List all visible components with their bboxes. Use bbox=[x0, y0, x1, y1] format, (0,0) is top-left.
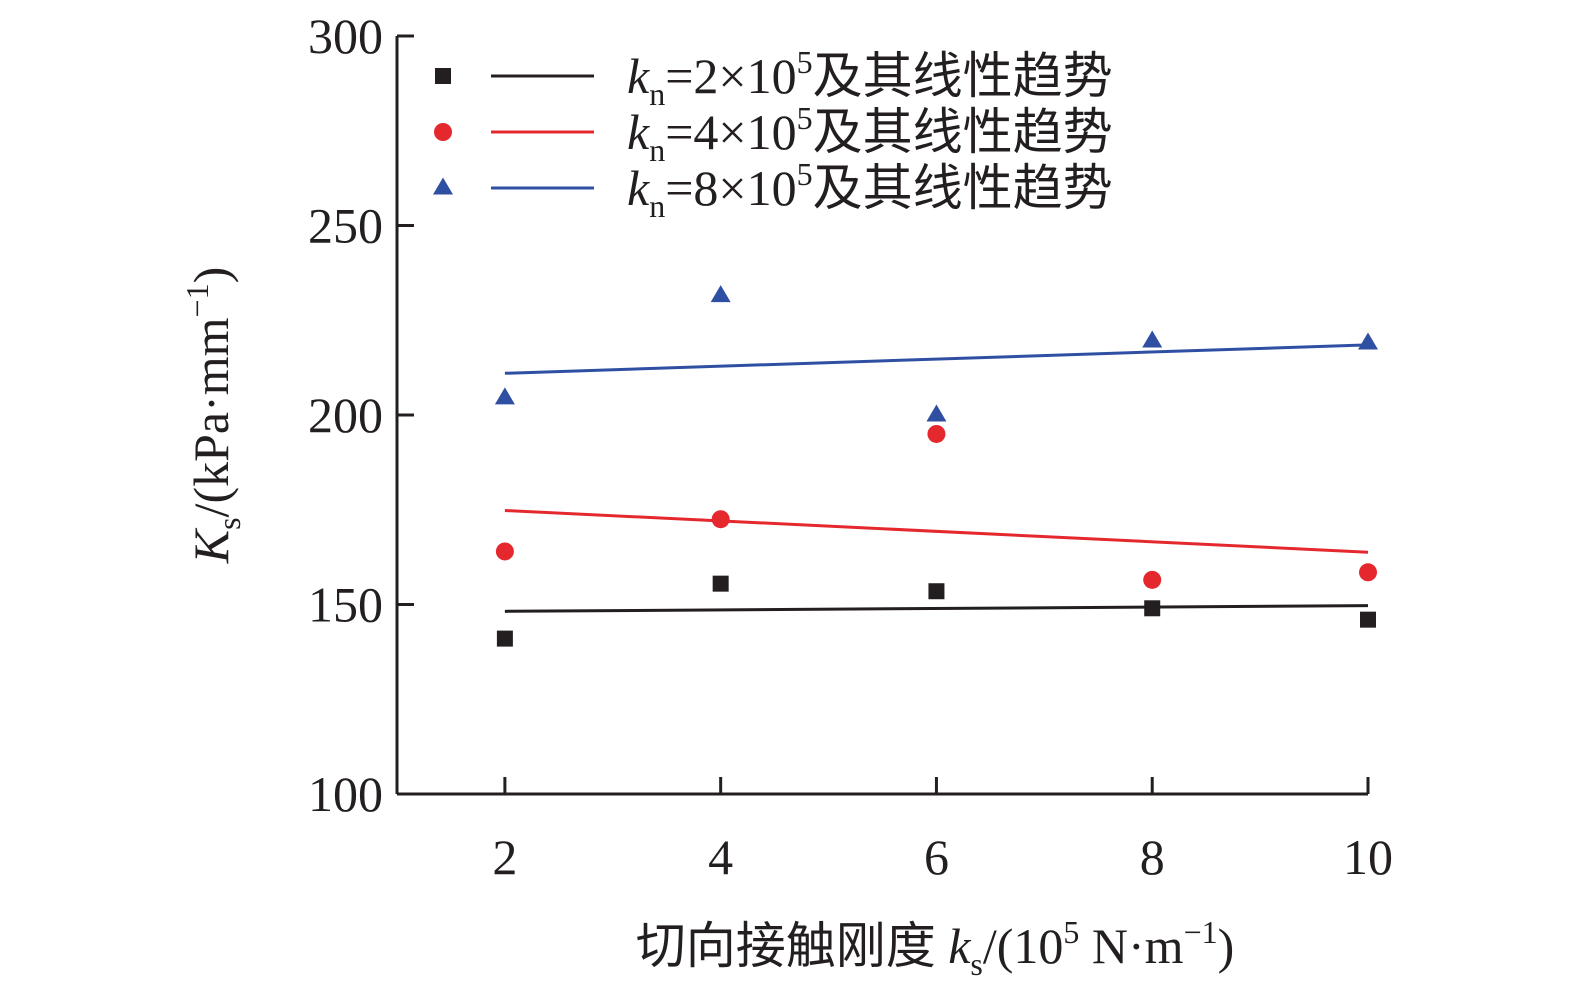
data-point-triangle bbox=[494, 387, 515, 405]
legend-label: kn=4×105及其线性趋势 bbox=[627, 100, 1113, 168]
x-tick-label: 6 bbox=[924, 829, 949, 885]
x-axis-title-unit-close: ) bbox=[1218, 918, 1235, 974]
data-point-square bbox=[1360, 611, 1376, 628]
x-axis-title-prefix: 切向接触刚度 bbox=[636, 918, 949, 974]
trend-line bbox=[504, 343, 1369, 375]
y-tick-label: 300 bbox=[308, 8, 383, 64]
legend-exp: 5 bbox=[797, 156, 813, 192]
y-tick-label: 200 bbox=[308, 387, 383, 443]
trend-line bbox=[504, 509, 1369, 554]
trend-lines bbox=[504, 343, 1369, 613]
y-axis-title: Ks/(kPa·mm−1) bbox=[179, 267, 247, 565]
x-tick-label: 8 bbox=[1140, 829, 1165, 885]
data-point-square bbox=[1144, 600, 1161, 617]
legend-var: k bbox=[627, 104, 650, 160]
data-point-circle bbox=[927, 424, 946, 443]
legend-sub: n bbox=[649, 132, 665, 168]
data-point-square bbox=[928, 583, 945, 600]
legend-exp: 5 bbox=[797, 100, 813, 136]
data-point-square bbox=[496, 630, 513, 647]
legend-marker-square bbox=[435, 68, 451, 84]
legend-entry: kn=2×105及其线性趋势 bbox=[435, 44, 1113, 112]
x-tick-label: 10 bbox=[1343, 829, 1393, 885]
y-tick-label: 250 bbox=[308, 198, 383, 254]
x-tick-label: 4 bbox=[708, 829, 733, 885]
x-axis-title-unit-open: /(10 bbox=[983, 918, 1064, 974]
legend-suffix: 及其线性趋势 bbox=[813, 104, 1113, 160]
trend-line bbox=[504, 604, 1369, 613]
data-point-triangle bbox=[926, 404, 947, 422]
legend-exp: 5 bbox=[797, 44, 813, 80]
y-axis-title-var: K bbox=[183, 527, 239, 564]
data-point-triangle bbox=[710, 285, 731, 303]
legend-label: kn=2×105及其线性趋势 bbox=[627, 44, 1113, 112]
data-point-square bbox=[712, 575, 729, 592]
legend-suffix: 及其线性趋势 bbox=[813, 160, 1113, 216]
y-axis-title-unit-close: ) bbox=[183, 267, 239, 284]
x-axis-title-var: k bbox=[948, 918, 971, 974]
legend: kn=2×105及其线性趋势kn=4×105及其线性趋势kn=8×105及其线性… bbox=[433, 44, 1113, 224]
legend-marker-circle bbox=[434, 123, 452, 141]
x-axis-title-sub: s bbox=[970, 946, 982, 982]
y-axis-title-sub: s bbox=[211, 517, 247, 529]
y-axis-title-unit-exp: −1 bbox=[179, 283, 215, 317]
y-tick-label: 100 bbox=[308, 766, 383, 822]
y-tick-label: 150 bbox=[308, 577, 383, 633]
legend-entry: kn=8×105及其线性趋势 bbox=[433, 156, 1113, 224]
x-axis-title-unit-mid: N·m bbox=[1079, 918, 1183, 974]
x-axis-title-unit-exp: 5 bbox=[1063, 914, 1079, 950]
x-axis-title-unit-exp2: −1 bbox=[1184, 914, 1218, 950]
markers bbox=[494, 285, 1378, 647]
data-point-circle bbox=[495, 542, 514, 561]
legend-eq: =8×10 bbox=[665, 160, 796, 216]
data-point-circle bbox=[711, 510, 730, 529]
legend-eq: =2×10 bbox=[665, 48, 796, 104]
legend-var: k bbox=[627, 48, 650, 104]
data-point-circle bbox=[1359, 563, 1377, 582]
legend-sub: n bbox=[649, 188, 665, 224]
legend-eq: =4×10 bbox=[665, 104, 796, 160]
ticks: 100 150 200 250 300 2 4 6 8 10 bbox=[308, 8, 1393, 885]
x-tick-label: 2 bbox=[492, 829, 517, 885]
legend-marker-triangle bbox=[433, 177, 453, 195]
legend-entry: kn=4×105及其线性趋势 bbox=[434, 100, 1113, 168]
legend-sub: n bbox=[649, 76, 665, 112]
data-point-triangle bbox=[1358, 332, 1378, 350]
legend-suffix: 及其线性趋势 bbox=[813, 48, 1113, 104]
x-axis-title: 切向接触刚度 ks/(105 N·m−1) bbox=[636, 914, 1235, 982]
y-axis-title-unit-open: /(kPa·mm bbox=[183, 317, 239, 517]
data-point-circle bbox=[1143, 570, 1162, 589]
legend-var: k bbox=[627, 160, 650, 216]
legend-label: kn=8×105及其线性趋势 bbox=[627, 156, 1113, 224]
data-point-triangle bbox=[1142, 330, 1163, 348]
